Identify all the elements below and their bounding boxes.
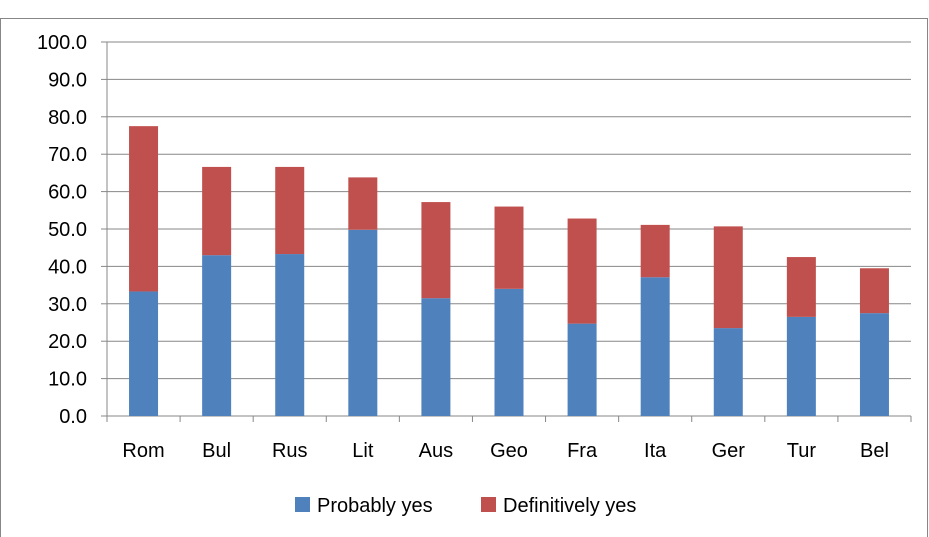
bar-probably-yes-ita xyxy=(641,277,670,416)
bar-definitively-yes-ger xyxy=(714,226,743,328)
bar-definitively-yes-geo xyxy=(495,207,524,289)
bar-definitively-yes-rom xyxy=(129,126,158,291)
bar-probably-yes-ger xyxy=(714,328,743,416)
x-tick-labels: Rom Bul Rus Lit Aus Geo Fra Ita Ger Tur Bel xyxy=(122,440,888,462)
legend-swatch xyxy=(481,497,496,512)
bar-definitively-yes-bel xyxy=(860,268,889,313)
bar-probably-yes-aus xyxy=(421,298,450,416)
x-tick-label: Rom xyxy=(122,440,164,462)
bars xyxy=(129,126,889,416)
bar-definitively-yes-aus xyxy=(421,202,450,298)
y-tick-label: 100.0 xyxy=(37,32,87,54)
legend-label: Probably yes xyxy=(317,495,433,517)
x-tick-label: Bel xyxy=(860,440,889,462)
y-tick-label: 40.0 xyxy=(48,256,87,278)
x-tick-label: Tur xyxy=(787,440,817,462)
bar-probably-yes-tur xyxy=(787,317,816,416)
y-tick-label: 90.0 xyxy=(48,69,87,91)
bar-probably-yes-rus xyxy=(275,254,304,416)
bar-definitively-yes-fra xyxy=(568,219,597,324)
bar-probably-yes-fra xyxy=(568,324,597,416)
bar-definitively-yes-ita xyxy=(641,225,670,277)
y-tick-label: 10.0 xyxy=(48,369,87,391)
y-tick-label: 60.0 xyxy=(48,182,87,204)
y-tick-label: 0.0 xyxy=(59,406,87,428)
bar-probably-yes-bul xyxy=(202,255,231,416)
bar-probably-yes-lit xyxy=(348,230,377,416)
x-tick-label: Aus xyxy=(419,440,453,462)
y-tick-label: 50.0 xyxy=(48,219,87,241)
bar-probably-yes-geo xyxy=(495,289,524,416)
legend-label: Definitively yes xyxy=(503,495,636,517)
bar-definitively-yes-tur xyxy=(787,257,816,317)
x-tick-label: Fra xyxy=(567,440,598,462)
bar-definitively-yes-lit xyxy=(348,177,377,229)
x-tick-label: Ger xyxy=(712,440,746,462)
stacked-bar-chart: 0.0 10.0 20.0 30.0 40.0 50.0 60.0 70.0 80.0 90.0 1… xyxy=(1,19,929,537)
x-tick-label: Bul xyxy=(202,440,231,462)
bar-probably-yes-bel xyxy=(860,313,889,416)
x-tick-label: Lit xyxy=(352,440,374,462)
y-tick-label: 80.0 xyxy=(48,107,87,129)
legend: Probably yes Definitively yes xyxy=(295,495,636,517)
y-tick-label: 70.0 xyxy=(48,144,87,166)
y-tick-labels: 0.0 10.0 20.0 30.0 40.0 50.0 60.0 70.0 80.0 90.0 1… xyxy=(37,32,87,428)
chart-frame: 0.0 10.0 20.0 30.0 40.0 50.0 60.0 70.0 80.0 90.0 1… xyxy=(0,18,928,537)
legend-swatch xyxy=(295,497,310,512)
x-tick-label: Rus xyxy=(272,440,308,462)
bar-probably-yes-rom xyxy=(129,291,158,416)
y-tick-label: 30.0 xyxy=(48,294,87,316)
x-tick-label: Geo xyxy=(490,440,528,462)
bar-definitively-yes-rus xyxy=(275,167,304,254)
x-tick-label: Ita xyxy=(644,440,667,462)
y-tick-label: 20.0 xyxy=(48,331,87,353)
bar-definitively-yes-bul xyxy=(202,167,231,255)
